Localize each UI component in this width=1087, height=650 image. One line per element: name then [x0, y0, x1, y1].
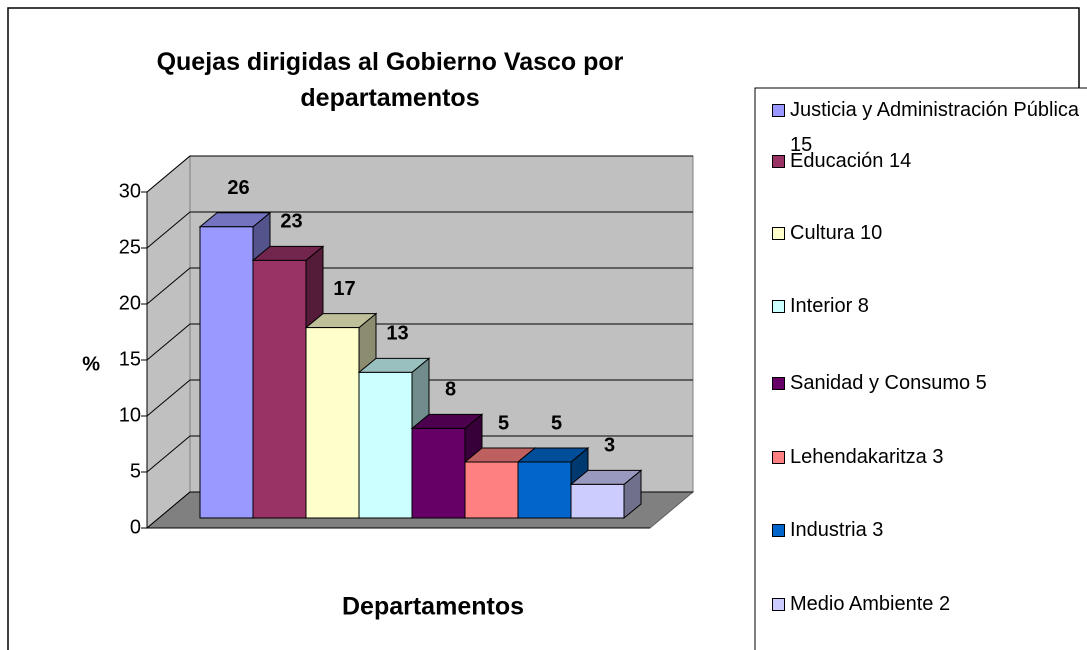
- x-axis-title: Departamentos: [342, 593, 524, 621]
- legend-swatch: [772, 104, 785, 117]
- y-tick-label: 20: [119, 292, 141, 314]
- bar: [517, 461, 572, 519]
- data-label: 13: [386, 323, 408, 345]
- y-tick-label: 25: [119, 236, 141, 258]
- legend-label: Educación 14: [790, 150, 912, 172]
- data-label: 23: [280, 211, 302, 233]
- bar: [358, 371, 413, 519]
- y-axis-title: %: [82, 353, 100, 375]
- y-tick-label: 15: [119, 348, 141, 370]
- data-label: 3: [604, 435, 615, 457]
- bar: [464, 461, 519, 519]
- legend-swatch: [772, 227, 785, 240]
- legend-label: Sanidad y Consumo 5: [790, 372, 987, 394]
- data-label: 5: [498, 412, 509, 434]
- grid-line: [146, 379, 693, 417]
- data-label: 17: [333, 278, 355, 300]
- legend-label: Interior 8: [790, 295, 869, 317]
- data-label: 26: [227, 177, 249, 199]
- legend-label: Medio Ambiente 2: [790, 593, 951, 615]
- legend-swatch: [772, 451, 785, 464]
- y-tick-label: 5: [130, 460, 141, 482]
- legend-label: Industria 3: [790, 519, 884, 541]
- grid-line: [146, 155, 693, 193]
- bar: [305, 327, 360, 519]
- legend-swatch: [772, 155, 785, 168]
- y-tick-label: 0: [130, 516, 141, 538]
- legend-label: Cultura 10: [790, 222, 883, 244]
- y-tick-label: 30: [119, 180, 141, 202]
- legend-label: Justicia y Administración Pública 15: [790, 99, 1080, 156]
- grid-line: [146, 323, 693, 361]
- legend-box: [754, 87, 1087, 650]
- legend-swatch: [772, 598, 785, 611]
- legend-swatch: [772, 524, 785, 537]
- grid-line: [146, 435, 693, 473]
- bar: [570, 483, 625, 519]
- grid-line: [146, 211, 693, 249]
- bar: [252, 259, 307, 519]
- data-label: 5: [551, 412, 562, 434]
- legend-swatch: [772, 377, 785, 390]
- bar: [199, 226, 254, 519]
- bar: [411, 427, 466, 519]
- data-label: 8: [445, 379, 456, 401]
- chart-title: Quejas dirigidas al Gobierno Vasco por d…: [156, 48, 624, 112]
- legend-swatch: [772, 300, 785, 313]
- grid-line: [146, 267, 693, 305]
- legend-label: Lehendakaritza 3: [790, 446, 944, 468]
- y-tick-label: 10: [119, 404, 141, 426]
